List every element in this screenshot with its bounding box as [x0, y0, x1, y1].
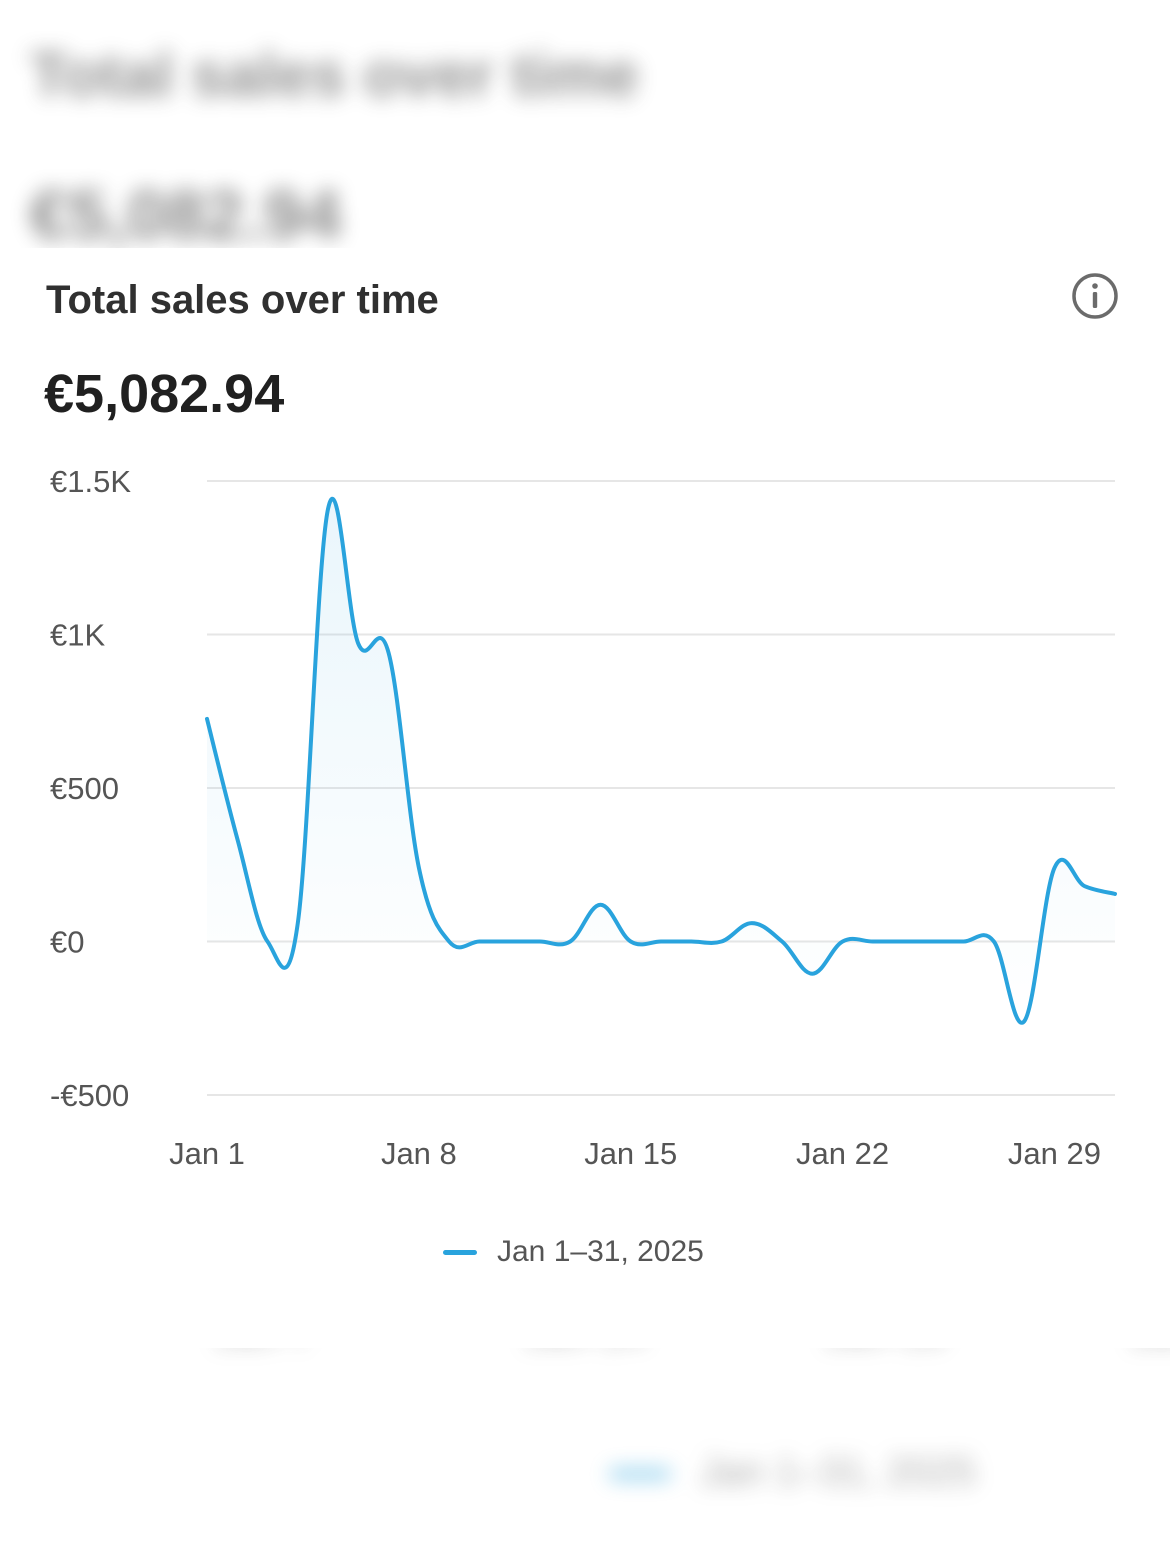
- series-area: [207, 498, 1115, 1023]
- y-tick-label: €0: [50, 925, 84, 960]
- blurred-legend: Jan 1–31, 2025: [610, 1450, 976, 1495]
- total-sales-value: €5,082.94: [44, 364, 285, 424]
- blurred-legend-swatch: [610, 1469, 670, 1480]
- x-tick-label: Jan 8: [381, 1136, 457, 1171]
- blurred-title: Total sales over time: [30, 41, 639, 110]
- legend-swatch: [443, 1249, 477, 1255]
- sales-line-chart: -€500€0€500€1K€1.5K Jan 1 Jan 8 Jan 15 Jan …: [50, 464, 1117, 1171]
- blurred-total: €5,082.94: [30, 176, 342, 254]
- y-tick-label: €500: [50, 771, 119, 806]
- info-icon[interactable]: [1071, 272, 1119, 320]
- x-axis-ticks: Jan 1 Jan 8 Jan 15 Jan 22 Jan 29: [169, 1136, 1101, 1171]
- y-tick-label: €1K: [50, 618, 105, 653]
- x-tick-label: Jan 29: [1008, 1136, 1101, 1171]
- blurred-legend-label: Jan 1–31, 2025: [700, 1450, 976, 1494]
- x-tick-label: Jan 15: [584, 1136, 677, 1171]
- x-tick-label: Jan 22: [796, 1136, 889, 1171]
- chart-title: Total sales over time: [46, 278, 439, 322]
- x-tick-label: Jan 1: [169, 1136, 245, 1171]
- legend: Jan 1–31, 2025: [443, 1232, 704, 1272]
- sales-card: [0, 248, 1170, 1348]
- legend-label: Jan 1–31, 2025: [497, 1235, 704, 1268]
- series-layer: [205, 496, 1117, 1025]
- y-tick-label: €1.5K: [50, 464, 131, 499]
- y-axis-ticks: -€500 €0 €500 €1K €1.5K: [50, 464, 131, 1113]
- series-line: [205, 496, 1117, 1025]
- y-tick-label: -€500: [50, 1078, 129, 1113]
